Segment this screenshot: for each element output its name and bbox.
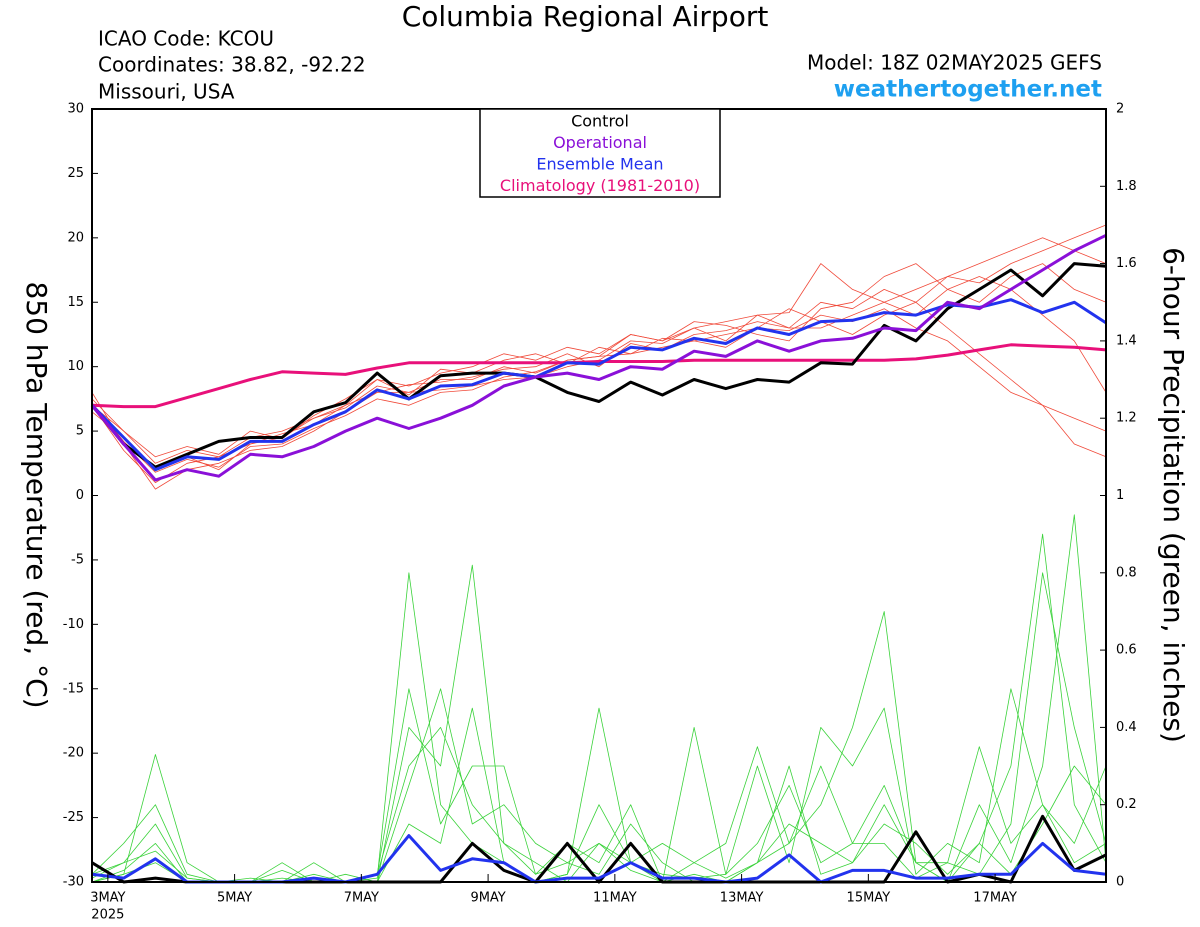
y-tick-label: 5 [76,424,84,439]
temp-member-line [91,263,1107,473]
y-tick-label: 15 [67,295,84,310]
temp-line [90,262,1107,469]
precip-line [91,814,1107,884]
temp-line [91,343,1107,409]
model-label: Model: 18Z 02MAY2025 GEFS [807,51,1102,75]
chart-title: Columbia Regional Airport [402,0,769,33]
precip-member-line [91,707,1107,883]
x-tick-label: 3MAY [90,891,125,906]
precip-member-line [91,514,1107,883]
x-tick-label: 15MAY [847,891,891,906]
legend-entry: Operational [553,133,647,152]
x-year-label: 2025 [91,908,124,923]
info-line: Coordinates: 38.82, -92.22 [98,53,366,77]
y2-tick-label: 0 [1116,875,1124,890]
y-tick-label: 10 [67,359,84,374]
y-tick-label: 30 [67,102,84,117]
plot-frame [91,108,1107,883]
y2-tick-label: 0.2 [1116,797,1137,812]
y2-tick-label: 1.6 [1116,256,1137,271]
legend-entry: Ensemble Mean [536,155,663,174]
temp-line [90,298,1107,472]
y-tick-label: -30 [63,875,84,890]
x-tick-label: 11MAY [593,891,637,906]
temp-member-line [91,224,1107,464]
legend-box [479,108,721,198]
x-tick-label: 5MAY [217,891,252,906]
y-tick-label: -15 [63,681,84,696]
y2-tick-label: 0.4 [1116,720,1137,735]
x-tick-label: 13MAY [720,891,764,906]
y2-tick-label: 1.8 [1116,179,1137,194]
x-tick-label: 7MAY [344,891,379,906]
precip-member-line [91,533,1107,883]
y2-tick-label: 0.8 [1116,565,1137,580]
y-tick-label: -5 [71,552,84,567]
info-line: ICAO Code: KCOU [98,27,274,51]
y2-axis-label: 6-hour Precipitation (green, inches) [1157,247,1190,743]
y-tick-label: 25 [67,166,84,181]
y2-tick-label: 2 [1116,102,1124,117]
y2-tick-label: 0.6 [1116,643,1137,658]
precip-member-line [91,564,1107,883]
y2-tick-label: 1.4 [1116,333,1137,348]
legend-entry: Climatology (1981-2010) [500,176,700,195]
temp-line [90,233,1107,482]
y-tick-label: -25 [63,810,84,825]
x-tick-label: 9MAY [470,891,505,906]
precip-member-line [91,572,1107,883]
x-tick-label: 17MAY [973,891,1017,906]
source-label: weathertogether.net [834,77,1102,103]
precip-line [91,834,1107,884]
y-tick-label: 0 [76,488,84,503]
y-tick-label: 20 [67,230,84,245]
legend-entry: Control [571,112,629,131]
precip-member-line [91,688,1107,883]
y-tick-label: -10 [63,617,84,632]
y2-tick-label: 1.2 [1116,411,1137,426]
temp-member-line [91,308,1107,490]
y-tick-label: -20 [63,746,84,761]
y2-tick-label: 1 [1116,488,1124,503]
info-line: Missouri, USA [98,80,235,104]
y-axis-label: 850 hPa Temperature (red, °C) [20,281,53,708]
